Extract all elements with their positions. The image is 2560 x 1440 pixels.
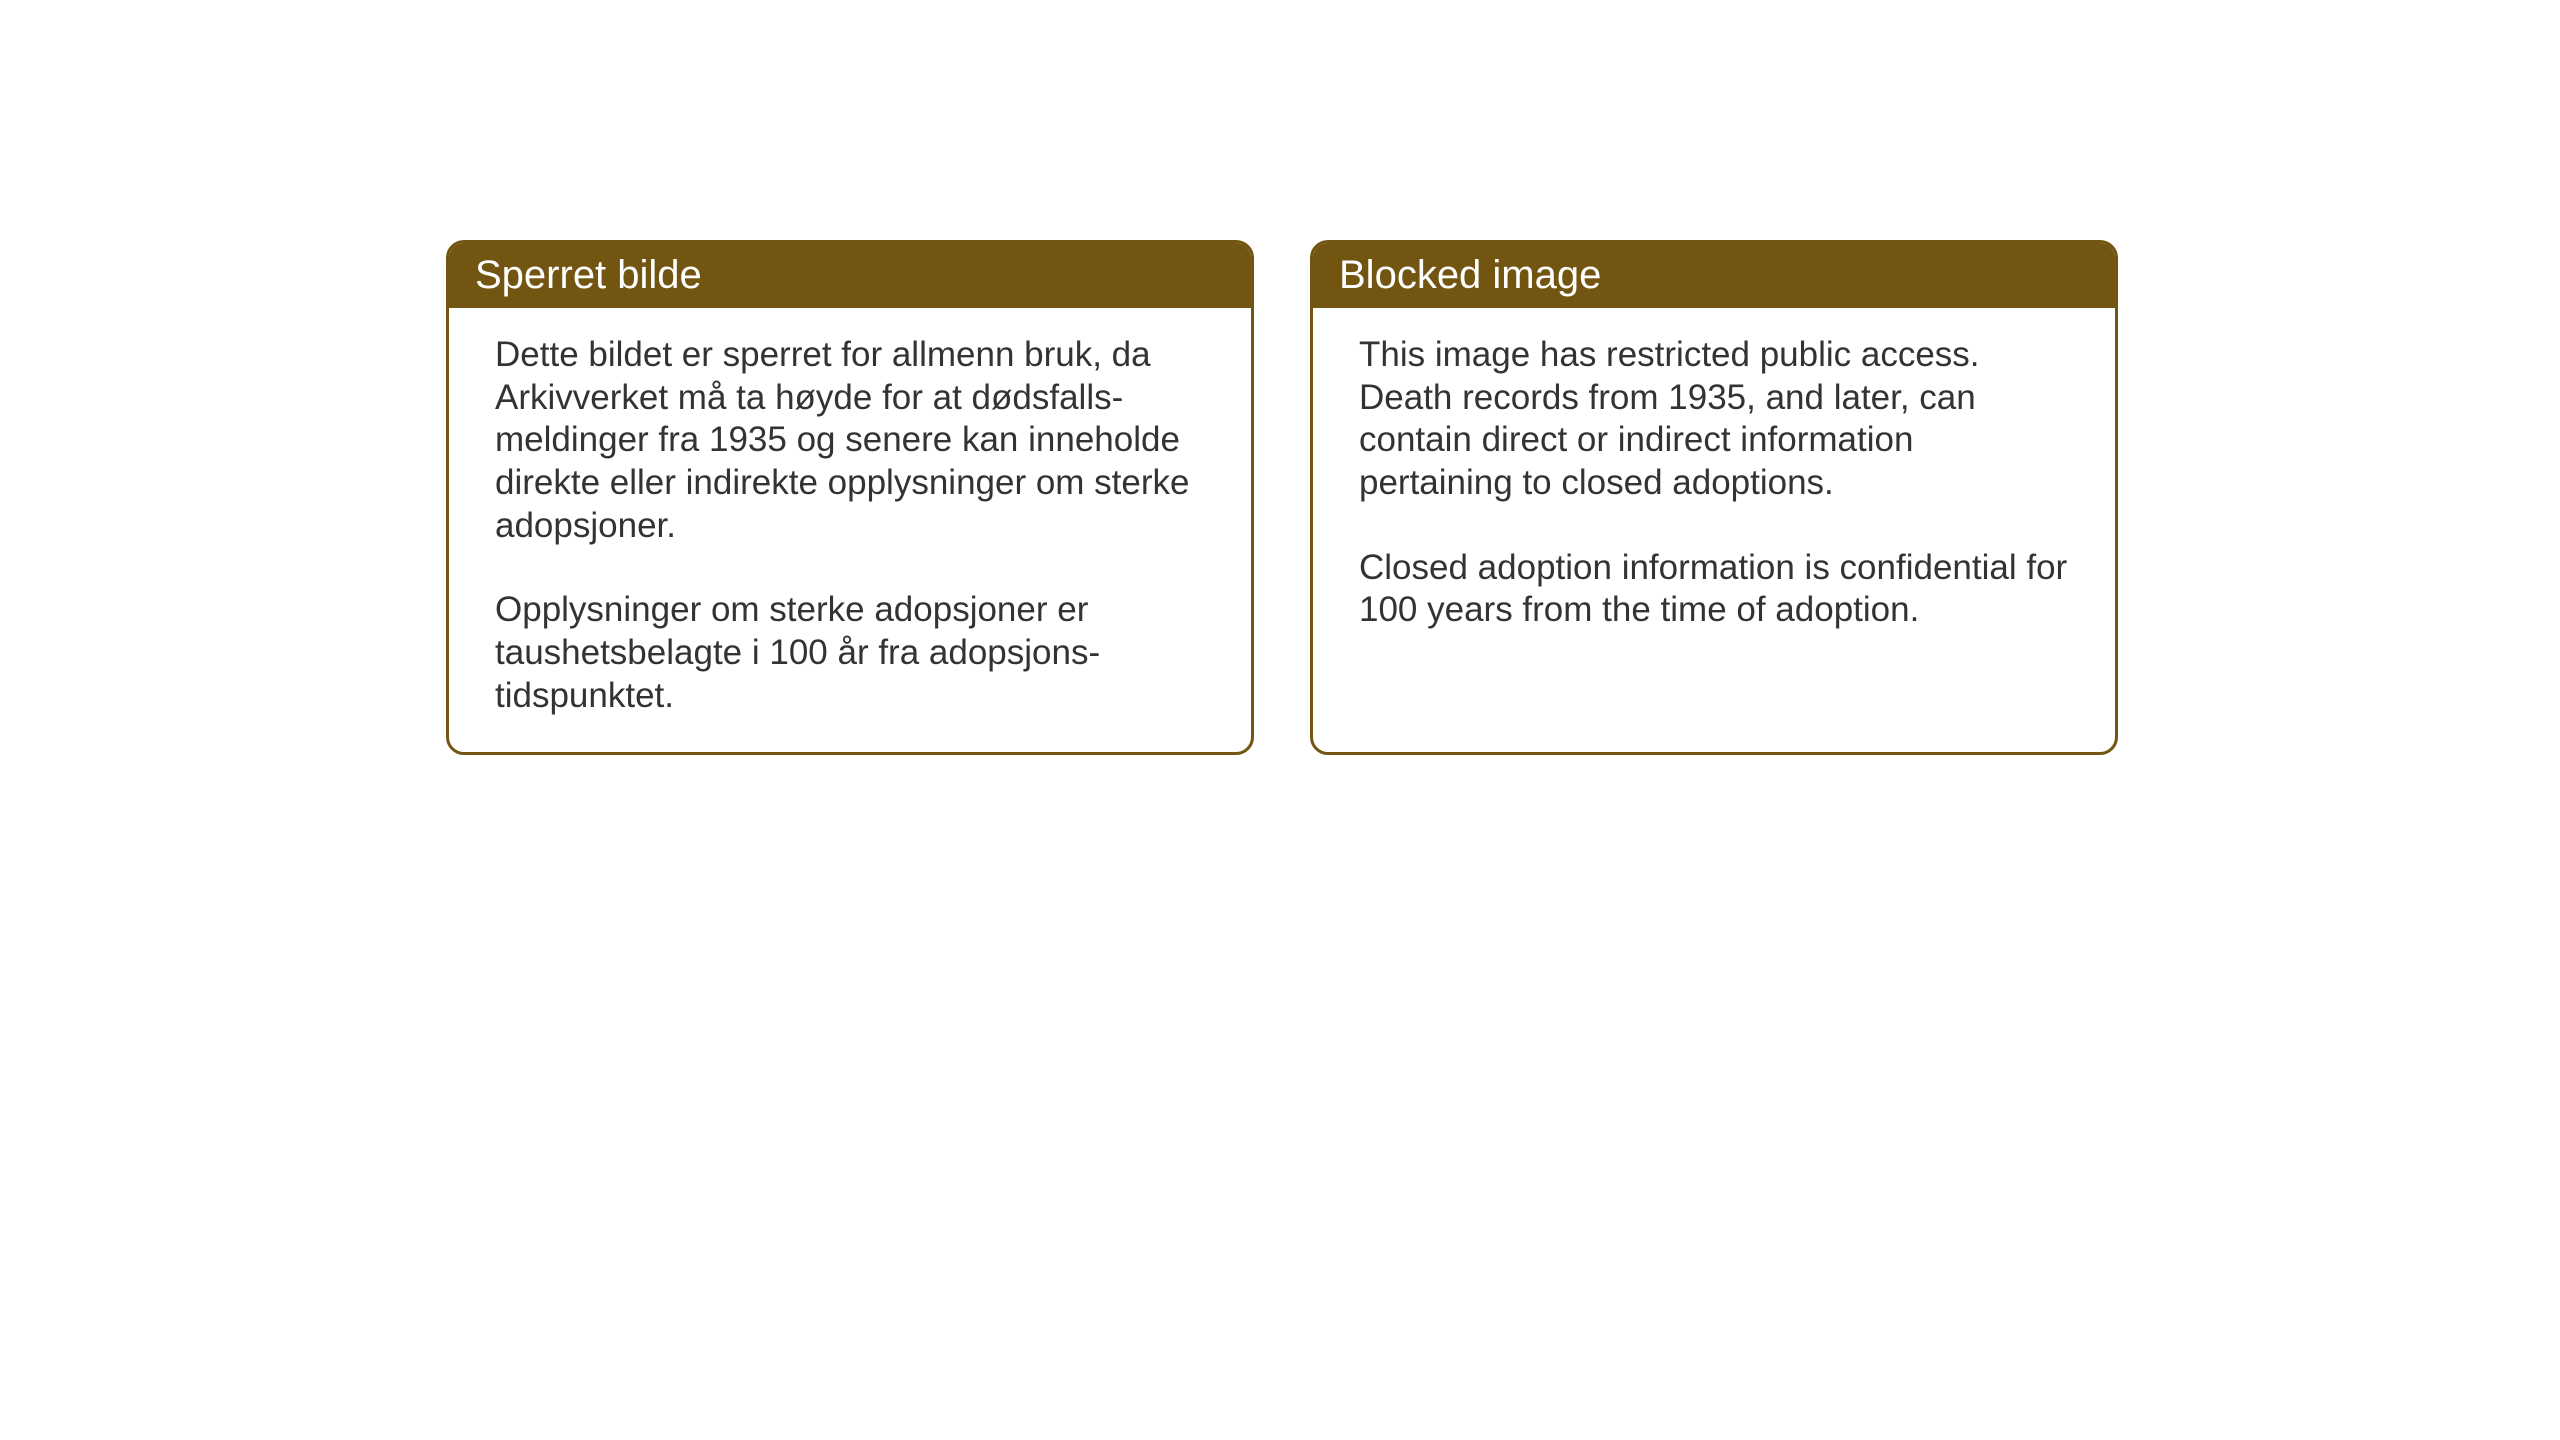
info-paragraph-2-norwegian: Opplysninger om sterke adopsjoner er tau… [495,589,1205,717]
info-boxes-container: Sperret bilde Dette bildet er sperret fo… [446,240,2118,755]
info-box-body-norwegian: Dette bildet er sperret for allmenn bruk… [449,308,1251,752]
info-box-norwegian: Sperret bilde Dette bildet er sperret fo… [446,240,1254,755]
info-box-english: Blocked image This image has restricted … [1310,240,2118,755]
info-box-header-english: Blocked image [1313,243,2115,308]
info-paragraph-2-english: Closed adoption information is confident… [1359,547,2069,632]
info-paragraph-1-english: This image has restricted public access.… [1359,334,2069,505]
info-paragraph-1-norwegian: Dette bildet er sperret for allmenn bruk… [495,334,1205,547]
info-box-header-norwegian: Sperret bilde [449,243,1251,308]
info-box-body-english: This image has restricted public access.… [1313,308,2115,750]
